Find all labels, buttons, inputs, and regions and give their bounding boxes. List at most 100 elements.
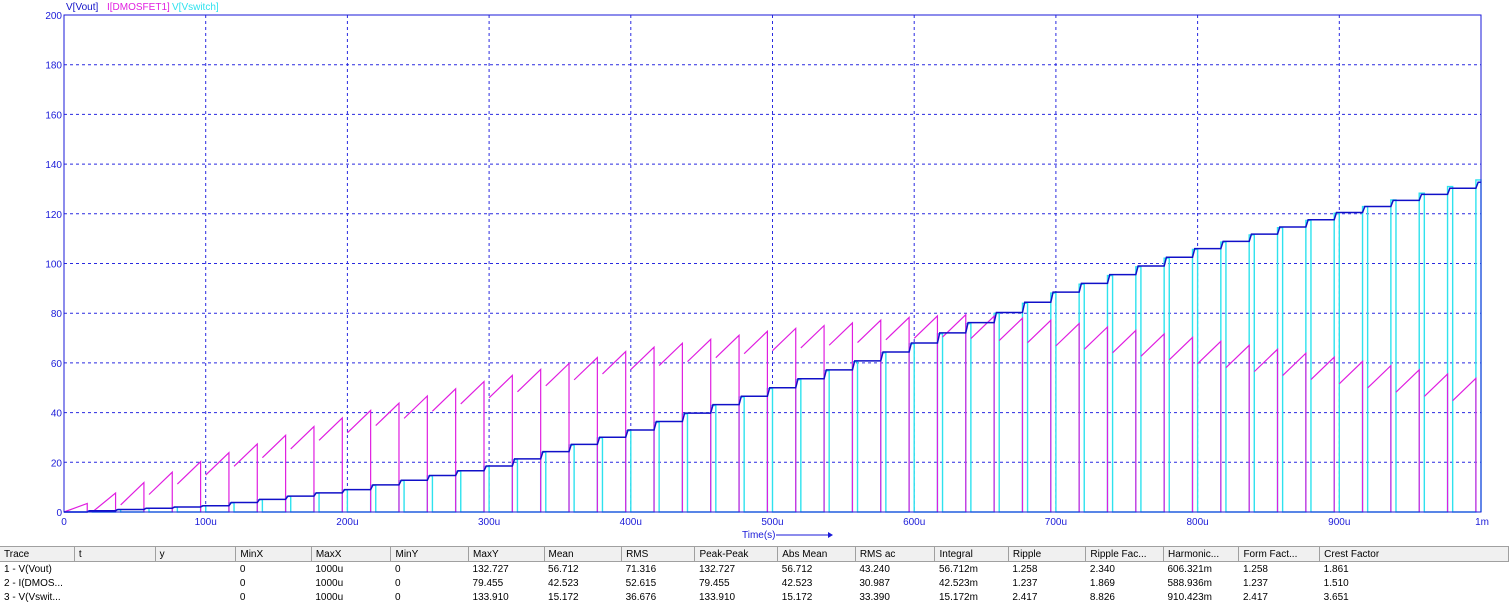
x-tick-label: 500u xyxy=(761,517,783,528)
table-cell: 910.423m xyxy=(1167,591,1212,603)
table-cell: 133.910 xyxy=(472,591,509,603)
table-cell: 1.510 xyxy=(1323,577,1349,589)
table-cell: 0 xyxy=(239,591,246,603)
x-tick-label: 300u xyxy=(478,517,500,528)
column-header[interactable]: Ripple Fac... xyxy=(1085,546,1164,562)
table-cell xyxy=(74,576,155,590)
y-tick-label: 20 xyxy=(51,458,63,469)
plot-svg[interactable]: 0 100u 200u 300u 400u 500u 600u 700u 800u 900u 1m 0… xyxy=(0,0,1509,540)
x-tick-label: 100u xyxy=(195,517,217,528)
column-header[interactable]: Mean xyxy=(544,546,623,562)
table-cell: 42.523 xyxy=(781,577,813,589)
column-header[interactable]: t xyxy=(74,546,156,562)
table-cell: 56.712m xyxy=(938,563,978,575)
column-header[interactable]: y xyxy=(155,546,237,562)
table-cell xyxy=(74,562,155,577)
y-tick-label: 40 xyxy=(51,409,63,420)
x-axis-label: Time(s) xyxy=(742,530,776,540)
x-tick-label: 700u xyxy=(1045,517,1067,528)
table-cell: 2.417 xyxy=(1012,591,1038,603)
y-tick-label: 160 xyxy=(45,110,62,121)
column-header[interactable]: Harmonic... xyxy=(1163,546,1240,562)
measurement-table[interactable]: Trace t y MinX MaxX MinY MaxY Mean RMS Peak-Peak A… xyxy=(0,546,1509,604)
series-vout-trace xyxy=(64,181,1481,513)
legend-entry-vswitch[interactable]: V[Vswitch] xyxy=(172,2,219,13)
table-cell: 36.676 xyxy=(625,591,657,603)
table-row[interactable]: 3 - V(Vswit... 0 1000u 0 133.910 15.172 36.676… xyxy=(0,590,1509,604)
table-cell: 588.936m xyxy=(1167,577,1212,589)
x-tick-label: 400u xyxy=(620,517,642,528)
table-cell: 1000u xyxy=(315,563,344,575)
table-cell xyxy=(155,590,236,604)
table-cell: 33.390 xyxy=(859,591,890,603)
column-header[interactable]: Form Fact... xyxy=(1238,546,1321,562)
table-cell: 2.340 xyxy=(1089,563,1115,575)
table-cell: 0 xyxy=(239,577,246,589)
y-tick-label: 140 xyxy=(45,160,62,171)
axis-ticks: 0 100u 200u 300u 400u 500u 600u 700u 800u 900u 1m 0… xyxy=(45,11,1489,528)
table-cell xyxy=(155,576,236,590)
table-cell: 79.455 xyxy=(698,577,730,589)
legend-entry-idmosfet1[interactable]: I[DMOSFET1] xyxy=(107,2,170,13)
table-cell: 15.172 xyxy=(548,591,579,603)
x-tick-label: 1m xyxy=(1475,517,1489,528)
table-row[interactable]: 1 - V(Vout) 0 1000u 0 132.727 56.712 71.316 132… xyxy=(0,562,1509,577)
column-header[interactable]: Abs Mean xyxy=(777,546,856,562)
x-tick-label: 0 xyxy=(61,517,67,528)
column-header[interactable]: MaxY xyxy=(468,546,545,562)
y-tick-label: 120 xyxy=(45,210,62,221)
table-cell: 3.651 xyxy=(1323,591,1349,603)
plot-frame xyxy=(63,14,1482,513)
table-cell: 1.861 xyxy=(1323,563,1349,575)
x-tick-label: 900u xyxy=(1328,517,1350,528)
table-cell: 1.237 xyxy=(1242,577,1268,589)
column-header[interactable]: MinY xyxy=(390,546,470,562)
column-header[interactable]: RMS xyxy=(621,546,696,562)
table-cell: 2 - I(DMOS... xyxy=(4,577,63,589)
y-tick-label: 180 xyxy=(45,61,62,72)
table-cell: 0 xyxy=(239,563,246,575)
table-cell: 42.523 xyxy=(548,577,579,589)
table-cell: 56.712 xyxy=(548,563,579,575)
table-cell: 1.869 xyxy=(1089,577,1115,589)
table-cell: 132.727 xyxy=(472,563,509,575)
column-header[interactable]: Ripple xyxy=(1008,546,1087,562)
table-cell: 56.712 xyxy=(781,563,813,575)
table-cell: 30.987 xyxy=(859,577,890,589)
table-cell: 133.910 xyxy=(698,591,736,603)
table-cell: 0 xyxy=(394,563,401,575)
table-cell: 52.615 xyxy=(625,577,657,589)
column-header[interactable]: Crest Factor xyxy=(1319,546,1509,562)
column-header[interactable]: Peak-Peak xyxy=(694,546,779,562)
table-cell xyxy=(74,590,155,604)
table-cell: 79.455 xyxy=(472,577,504,589)
table-cell: 132.727 xyxy=(698,563,736,575)
table-cell: 3 - V(Vswit... xyxy=(4,591,61,603)
table-header-row: Trace t y MinX MaxX MinY MaxY Mean RMS Peak-Peak A… xyxy=(0,546,1509,562)
column-header[interactable]: Integral xyxy=(934,546,1009,562)
x-tick-label: 600u xyxy=(903,517,925,528)
x-tick-label: 200u xyxy=(336,517,358,528)
table-cell: 1000u xyxy=(315,591,344,603)
table-cell: 606.321m xyxy=(1167,563,1212,575)
table-cell xyxy=(155,562,236,577)
table-cell: 1.258 xyxy=(1012,563,1038,575)
table-cell: 43.240 xyxy=(859,563,890,575)
table-cell: 1000u xyxy=(315,577,344,589)
table-cell: 1.258 xyxy=(1242,563,1268,575)
column-header[interactable]: Trace xyxy=(0,546,75,562)
table-cell: 1.237 xyxy=(1012,577,1038,589)
table-cell: 2.417 xyxy=(1242,591,1268,603)
column-header[interactable]: MaxX xyxy=(311,546,392,562)
legend-entry-vout[interactable]: V[Vout] xyxy=(66,2,98,13)
table-cell: 15.172 xyxy=(781,591,813,603)
table-body: 1 - V(Vout) 0 1000u 0 132.727 56.712 71.316 132… xyxy=(0,562,1509,605)
column-header[interactable]: MinX xyxy=(235,546,312,562)
column-header[interactable]: RMS ac xyxy=(855,546,936,562)
table-cell: 71.316 xyxy=(625,563,657,575)
table-row[interactable]: 2 - I(DMOS... 0 1000u 0 79.455 42.523 52.615 79… xyxy=(0,576,1509,590)
waveform-plot[interactable]: 0 100u 200u 300u 400u 500u 600u 700u 800u 900u 1m 0… xyxy=(0,0,1509,540)
table-cell: 15.172m xyxy=(938,591,978,603)
y-tick-label: 100 xyxy=(45,260,62,271)
y-tick-label: 60 xyxy=(51,359,63,370)
